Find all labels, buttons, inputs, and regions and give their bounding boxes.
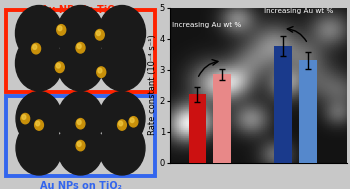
Bar (274, 46, 292, 163)
Circle shape (76, 119, 85, 129)
Text: Au NPs in TiO₂: Au NPs in TiO₂ (41, 5, 120, 15)
Circle shape (57, 25, 66, 35)
Circle shape (99, 121, 145, 175)
Circle shape (56, 63, 61, 68)
Circle shape (119, 121, 122, 126)
Circle shape (58, 26, 62, 31)
Y-axis label: Rate constant (10⁻⁴ s⁻¹): Rate constant (10⁻⁴ s⁻¹) (148, 35, 157, 136)
Circle shape (118, 120, 126, 130)
Circle shape (130, 118, 134, 122)
Text: Increasing Au wt %: Increasing Au wt % (173, 22, 242, 28)
Circle shape (22, 115, 26, 119)
Text: Au NPs on TiO₂: Au NPs on TiO₂ (40, 181, 121, 189)
Circle shape (76, 140, 85, 151)
Circle shape (98, 5, 146, 61)
Circle shape (95, 29, 104, 40)
Circle shape (77, 120, 81, 125)
Circle shape (57, 121, 104, 175)
Circle shape (16, 121, 62, 175)
Bar (8, 12, 153, 90)
Circle shape (16, 92, 62, 146)
Circle shape (57, 92, 104, 146)
Circle shape (15, 5, 63, 61)
Circle shape (98, 68, 102, 73)
Circle shape (33, 45, 37, 49)
Text: Increasing Au wt %: Increasing Au wt % (264, 8, 333, 14)
Circle shape (99, 92, 145, 146)
Bar (8, 98, 153, 174)
Circle shape (77, 142, 81, 146)
Bar (214, 74, 231, 163)
Circle shape (96, 31, 100, 36)
Circle shape (21, 113, 30, 124)
Bar (6, 96, 155, 176)
Circle shape (98, 36, 146, 91)
Circle shape (76, 43, 85, 53)
Circle shape (36, 121, 40, 126)
Circle shape (35, 120, 43, 130)
Circle shape (57, 36, 104, 91)
Circle shape (97, 67, 106, 77)
Bar (6, 10, 155, 92)
Circle shape (15, 36, 63, 91)
Circle shape (129, 117, 138, 127)
Circle shape (77, 44, 81, 49)
Circle shape (55, 62, 64, 73)
Circle shape (32, 43, 41, 54)
Bar (299, 60, 317, 163)
Circle shape (57, 5, 104, 61)
Bar (189, 94, 206, 163)
